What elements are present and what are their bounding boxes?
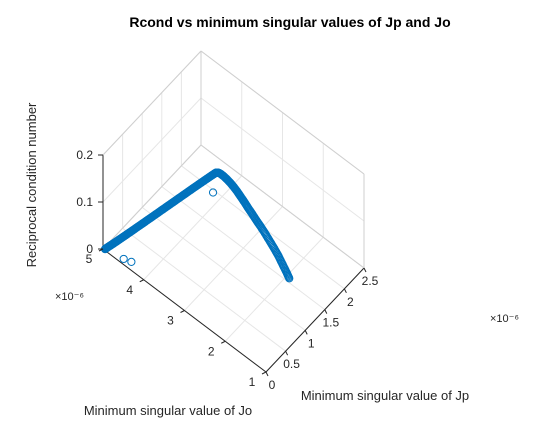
y-tick-label: 1: [249, 375, 256, 389]
x-tick-mark: [304, 330, 308, 335]
z-tick-label: 0.1: [76, 195, 93, 209]
data-point-outlier: [127, 257, 136, 266]
z-tick-label: 0.2: [76, 148, 93, 162]
x-tick-mark: [363, 267, 367, 273]
x-axis-label: Minimum singular value of Jp: [301, 388, 469, 403]
y-tick-mark: [221, 340, 226, 344]
floor-gridline-y: [184, 206, 283, 311]
data-point-outlier: [119, 254, 128, 264]
floor-far-edge: [102, 144, 202, 250]
sidewall-gridline-z: [200, 97, 365, 222]
y-axis-label: Minimum singular value of Jo: [84, 403, 252, 418]
x-tick-mark: [324, 309, 328, 314]
y-tick-label: 4: [126, 283, 133, 297]
y-tick-mark: [180, 310, 185, 313]
floor-gridline-y: [143, 175, 243, 281]
z-tick-label: 0: [86, 242, 93, 256]
x-tick-label: 1: [308, 336, 315, 350]
backwall-gridline-z: [102, 97, 202, 203]
y-exponent-label: ×10⁻⁶: [55, 291, 84, 303]
y-tick-mark: [139, 279, 144, 283]
floor-gridline-y: [224, 236, 324, 342]
y-tick-label: 2: [208, 344, 215, 358]
data-point-outlier: [208, 188, 218, 197]
x-axis-line: [265, 267, 365, 373]
side-top-edge: [200, 50, 365, 175]
x-tick-label: 0.5: [283, 357, 300, 371]
chart-title: Rcond vs minimum singular values of Jp a…: [129, 14, 450, 30]
y-tick-label: 5: [86, 252, 93, 266]
data-point: [285, 274, 294, 283]
x-tick-mark: [343, 288, 347, 294]
x-tick-label: 1.5: [322, 316, 339, 330]
z-axis-label: Reciprocal condition number: [24, 102, 39, 267]
floor-back-edge: [200, 144, 365, 269]
x-tick-label: 2.5: [362, 274, 379, 288]
y-tick-label: 3: [167, 314, 174, 328]
top-back-edge: [102, 50, 202, 156]
x-tick-mark: [285, 350, 289, 356]
x-exponent-label: ×10⁻⁶: [490, 313, 519, 325]
x-tick-mark: [265, 371, 269, 377]
data-layer: [100, 168, 294, 283]
x-tick-label: 2: [347, 295, 354, 309]
y-tick-mark: [261, 371, 267, 375]
x-tick-label: 0: [269, 378, 276, 392]
